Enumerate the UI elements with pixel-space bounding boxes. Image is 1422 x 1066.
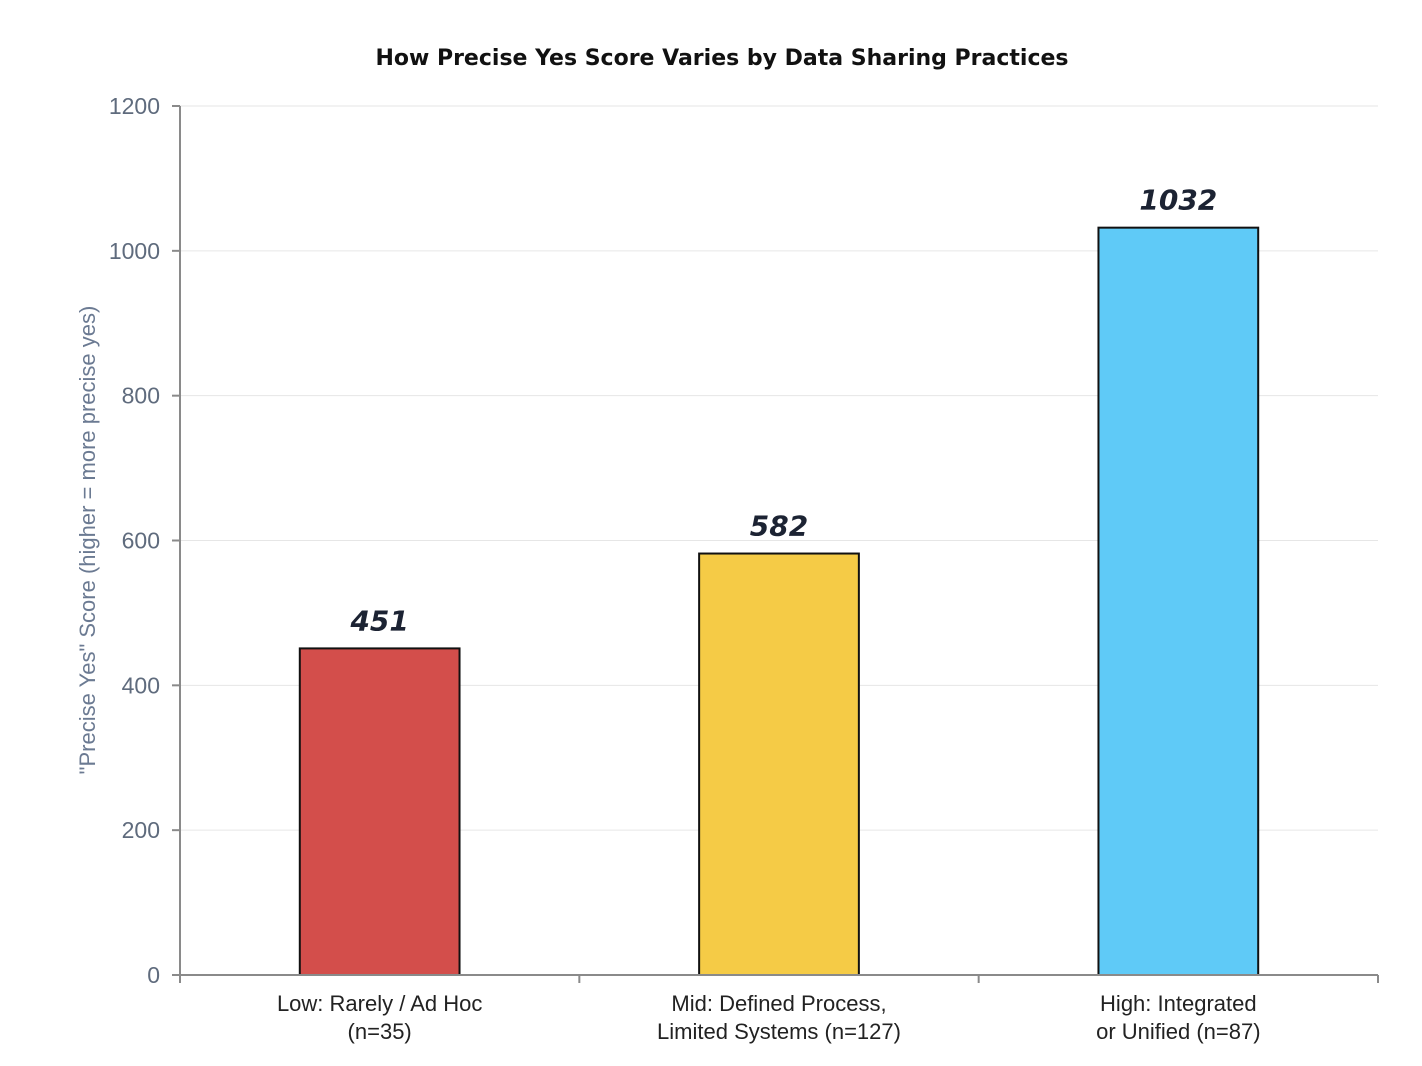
- x-tick-label-3-line-1: High: Integrated: [1100, 991, 1257, 1016]
- x-tick-label-2-line-2: Limited Systems (n=127): [657, 1019, 901, 1044]
- y-tick-label: 600: [122, 528, 160, 554]
- data-label-3: 1032: [1139, 184, 1217, 217]
- data-label-2: 582: [750, 510, 808, 543]
- y-tick-label: 1000: [109, 238, 160, 264]
- y-tick-label: 200: [122, 817, 160, 843]
- x-tick-label-1-line-1: Low: Rarely / Ad Hoc: [277, 991, 482, 1016]
- y-tick-label: 800: [122, 383, 160, 409]
- x-tick-label-2-line-1: Mid: Defined Process,: [671, 991, 886, 1016]
- bar-2: [698, 552, 860, 976]
- bar-3: [1097, 226, 1260, 977]
- bar-1: [298, 647, 461, 976]
- chart-title: How Precise Yes Score Varies by Data Sha…: [375, 46, 1068, 71]
- y-axis-label: "Precise Yes" Score (higher = more preci…: [75, 306, 100, 775]
- x-tick-label-3-line-2: or Unified (n=87): [1096, 1019, 1260, 1044]
- data-label-1: 451: [349, 604, 408, 637]
- axes: [172, 105, 1379, 983]
- y-tick-label: 0: [147, 962, 160, 988]
- bars: [298, 226, 1260, 977]
- y-tick-label: 1200: [109, 93, 160, 119]
- x-tick-label-1-line-2: (n=35): [348, 1019, 412, 1044]
- labels: 0 200 400 600 800 1000 1200 451 Low: Rarely / Ad…: [109, 93, 1261, 1044]
- y-tick-label: 400: [122, 672, 160, 698]
